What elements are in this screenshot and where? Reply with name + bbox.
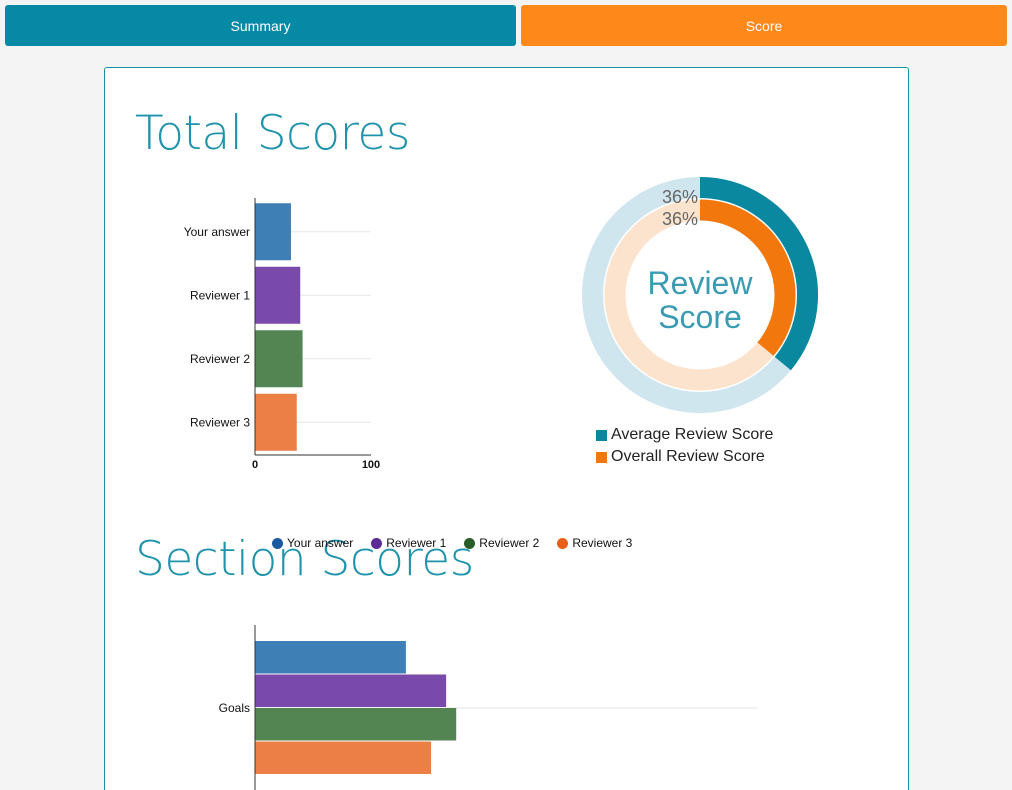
legend-average: Average Review Score [596,424,773,446]
tick-label: 0 [252,459,258,471]
section-scores-title: Section Scores [135,532,474,587]
category-label: Goals [219,701,250,715]
category-label: Reviewer 1 [190,288,250,302]
donut-legend: Average Review Score Overall Review Scor… [596,424,773,468]
bar-your-answer [255,641,406,674]
overall-ring-arc [699,199,796,356]
legend-label-reviewer-2: Reviewer 2 [479,536,540,550]
category-label: Reviewer 2 [190,352,250,366]
legend-dot-reviewer-1 [371,537,383,549]
bar-your-answer [255,203,291,261]
section-legend-item: Reviewer 2 [464,536,539,550]
legend-overall-swatch [596,451,607,463]
average-percent-label: 36% [662,187,698,207]
section-legend-item: Reviewer 3 [557,536,632,550]
tab-score[interactable]: Score [521,5,1007,46]
score-panel: Total Scores Section Scores [104,67,909,790]
legend-overall-label: Overall Review Score [611,448,765,465]
overall-percent-label: 36% [662,209,698,229]
center-label-line: Score [658,299,742,335]
legend-average-label: Average Review Score [611,426,774,443]
bar-reviewer-3 [255,741,432,774]
bar-reviewer-2 [255,708,457,741]
legend-label-reviewer-1: Reviewer 1 [386,536,447,550]
average-ring-arc [699,177,818,371]
legend-dot-your-answer [272,537,283,549]
legend-label-your-answer: Your answer [287,536,354,550]
legend-label-reviewer-3: Reviewer 3 [572,536,633,550]
bar-reviewer-2 [255,330,303,388]
category-label: Your answer [184,225,250,239]
category-label: Reviewer 3 [190,415,250,429]
total-scores-bar-chart: Your answer Reviewer 1 Reviewer 2 Reviewer … [184,198,380,471]
bar-reviewer-3 [255,393,297,451]
section-legend-item: Reviewer 1 [371,536,446,550]
total-scores-title: Total Scores [135,106,410,161]
section-scores-bar-chart: Goals [219,625,758,790]
tab-summary[interactable]: Summary [5,5,516,46]
section-legend: Your answer Reviewer 1 Reviewer 2 Review… [272,536,650,550]
section-legend-item: Your answer [272,536,353,550]
center-label-line: Review [648,265,754,301]
tick-label: 100 [362,459,380,471]
bar-reviewer-1 [255,266,301,324]
legend-dot-reviewer-2 [464,537,476,549]
bar-reviewer-1 [255,674,447,707]
legend-dot-reviewer-3 [557,537,569,549]
legend-average-swatch [596,429,607,441]
legend-overall: Overall Review Score [596,446,773,468]
